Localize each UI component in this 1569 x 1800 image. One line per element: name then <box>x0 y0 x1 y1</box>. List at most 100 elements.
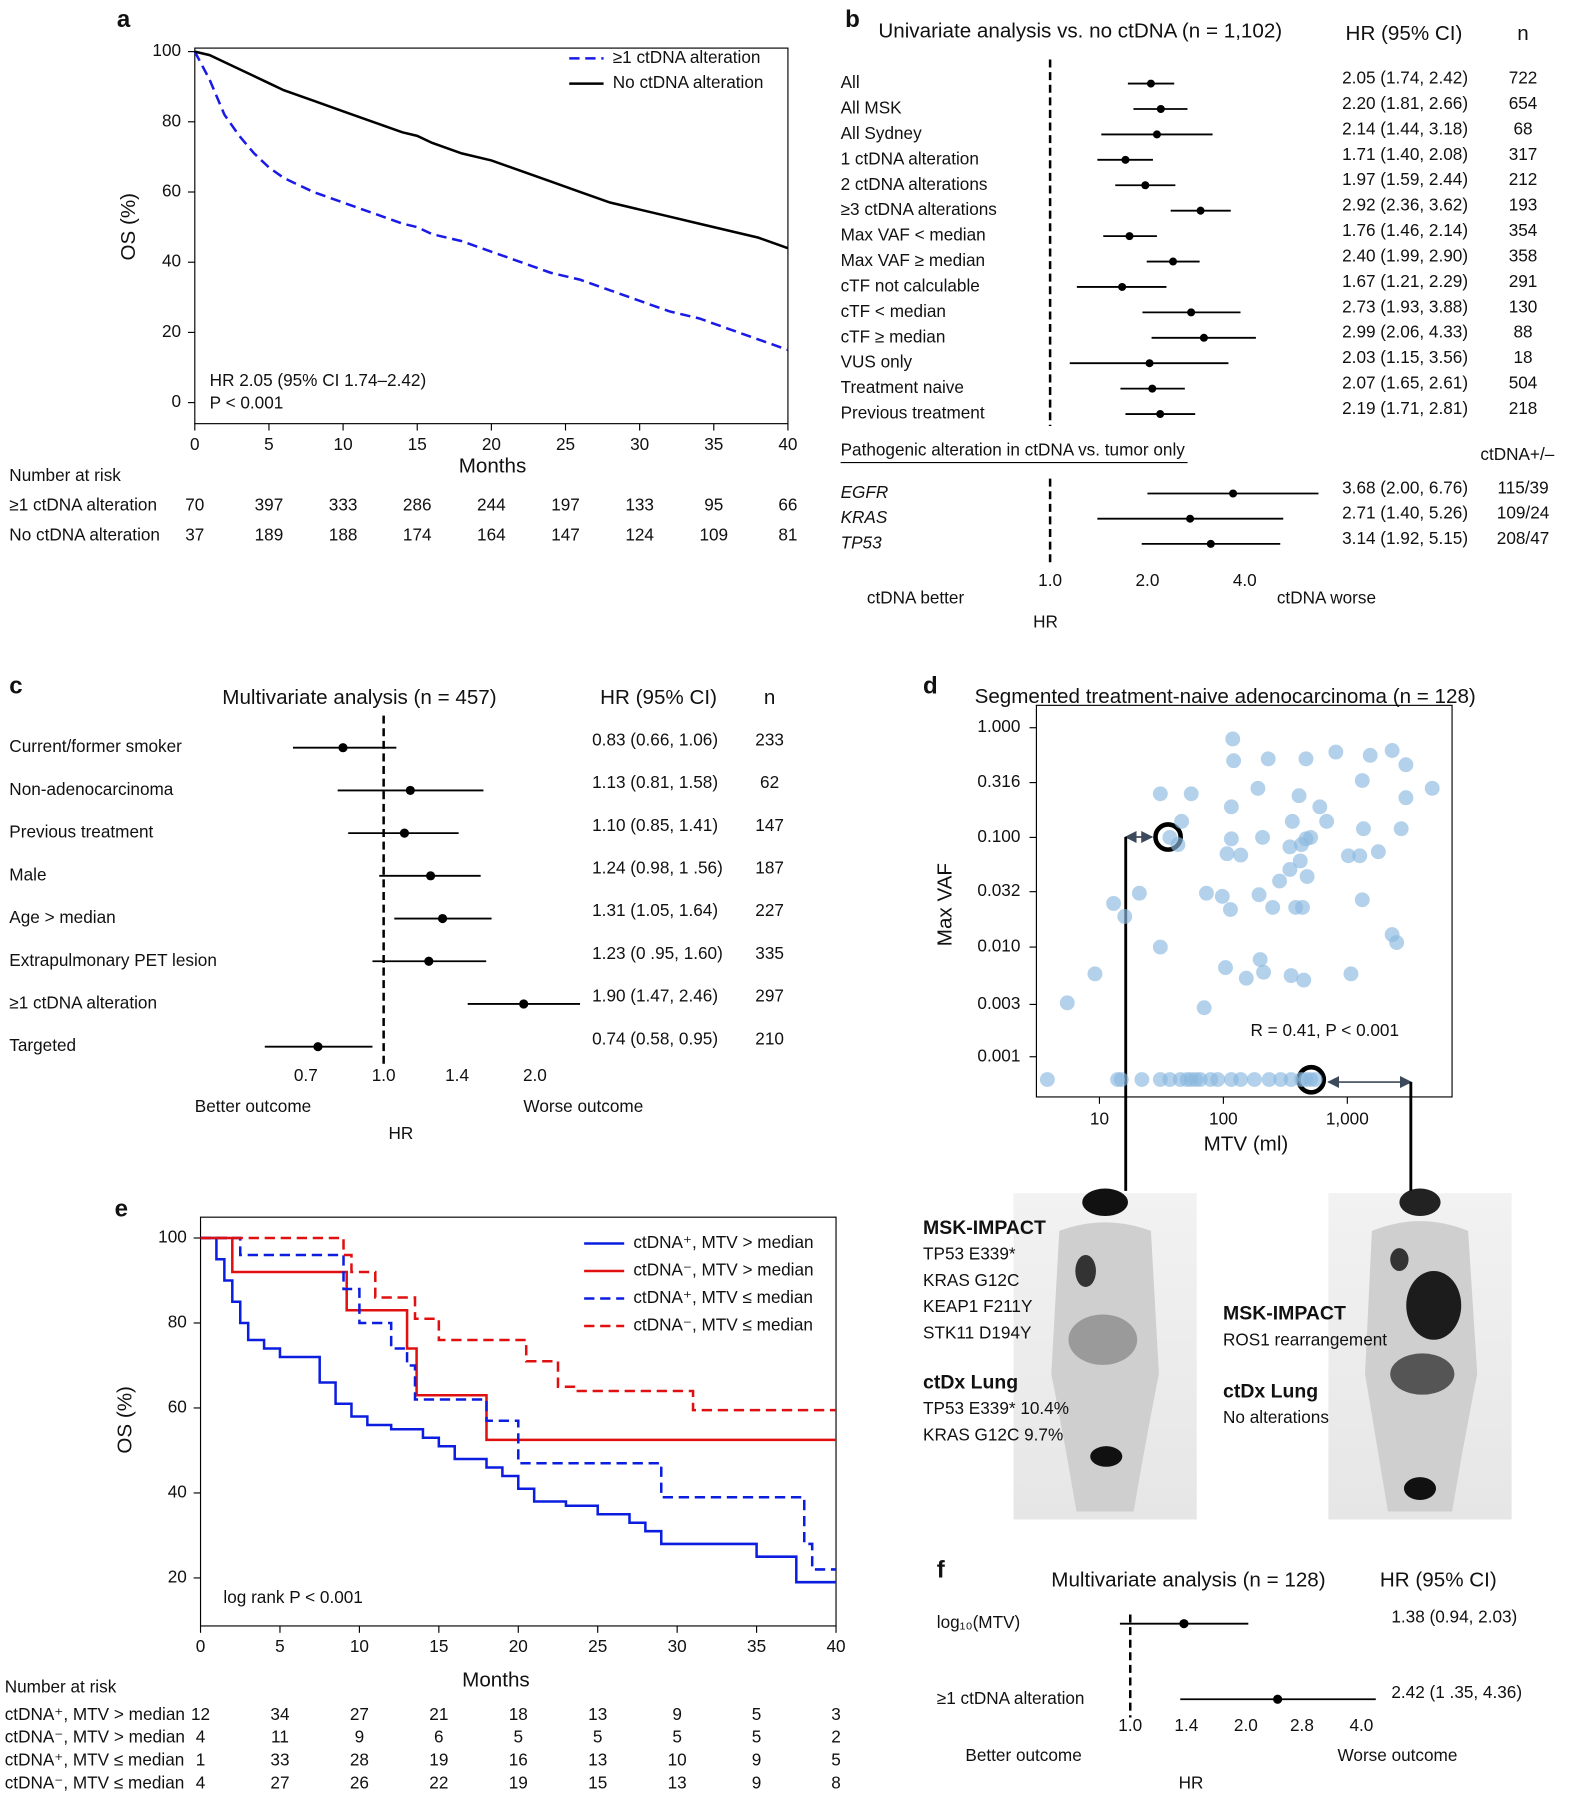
callout-line: KRAS G12C 9.7% <box>923 1424 1063 1444</box>
ci-header: HR (95% CI) <box>1380 1569 1497 1592</box>
better-label: Better outcome <box>195 1096 311 1116</box>
ci-label: 2.19 (1.71, 2.81) <box>1342 398 1468 418</box>
forest-title: Multivariate analysis (n = 128) <box>1051 1569 1325 1592</box>
ci-label: 2.03 (1.15, 3.56) <box>1342 347 1468 367</box>
point <box>1199 885 1214 901</box>
panel-label: a <box>117 6 131 33</box>
x-tick-label: 25 <box>556 434 575 454</box>
y-tick-label: 40 <box>162 251 181 271</box>
callout-line: KEAP1 F211Y <box>923 1296 1033 1316</box>
row-label: log₁₀(MTV) <box>937 1612 1020 1632</box>
worse-label: Worse outcome <box>1338 1745 1458 1765</box>
point <box>1273 1072 1289 1087</box>
y-tick-label: 20 <box>162 321 181 341</box>
row-label: ≥1 ctDNA alteration <box>9 993 157 1013</box>
point <box>1238 970 1254 986</box>
x-tick-label: 25 <box>588 1636 607 1656</box>
x-axis-label: HR <box>1179 1773 1204 1793</box>
point <box>1225 731 1241 747</box>
row-label: ≥3 ctDNA alterations <box>841 199 997 219</box>
ci-label: 0.74 (0.58, 0.95) <box>592 1028 718 1048</box>
callout-heading: MSK-IMPACT <box>1223 1303 1346 1325</box>
better-label: Better outcome <box>965 1745 1081 1765</box>
point <box>1328 744 1344 760</box>
ci-label: 2.92 (2.36, 3.62) <box>1342 195 1468 215</box>
risk-count: 333 <box>329 495 358 515</box>
point <box>1222 902 1238 917</box>
highlight-connectors <box>1124 822 1413 1191</box>
ci-label: 1.90 (1.47, 2.46) <box>592 986 718 1006</box>
risk-count: 27 <box>270 1773 289 1793</box>
point <box>1134 1072 1150 1087</box>
risk-title: Number at risk <box>5 1676 117 1696</box>
forest-title: Univariate analysis vs. no ctDNA (n = 1,… <box>878 19 1282 42</box>
point <box>1223 831 1239 847</box>
point <box>1352 848 1368 864</box>
x-tick-label: 35 <box>747 1636 766 1656</box>
point <box>1233 847 1249 863</box>
y-tick-label: 60 <box>162 181 181 201</box>
n-label: 335 <box>755 943 784 963</box>
risk-label: ctDNA⁻, MTV ≤ median <box>5 1773 185 1793</box>
n-label: 88 <box>1514 322 1533 342</box>
risk-count: 124 <box>625 524 654 544</box>
risk-count: 33 <box>270 1750 289 1770</box>
worse-label: Worse outcome <box>523 1096 643 1116</box>
point <box>1183 786 1199 802</box>
risk-count: 3 <box>831 1704 841 1724</box>
hr-point <box>1118 282 1127 291</box>
risk-count: 5 <box>752 1704 762 1724</box>
panel-label: e <box>115 1196 128 1223</box>
n-label: 212 <box>1509 169 1538 189</box>
risk-count: 16 <box>509 1750 528 1770</box>
x-tick-label: 20 <box>509 1636 528 1656</box>
ci-label: 1.97 (1.59, 2.44) <box>1342 169 1468 189</box>
worse-label: ctDNA worse <box>1277 587 1376 607</box>
point <box>1299 869 1315 884</box>
row-label: Max VAF < median <box>841 225 986 245</box>
n-header: ctDNA+/– <box>1480 444 1554 464</box>
row-label: All Sydney <box>841 123 922 143</box>
x-tick-label: 2.0 <box>1234 1715 1258 1735</box>
x-tick-label: 0 <box>196 1636 206 1656</box>
point <box>1196 1000 1212 1016</box>
x-tick-label: 5 <box>275 1636 285 1656</box>
point <box>1059 995 1075 1011</box>
risk-count: 5 <box>831 1750 841 1770</box>
ci-label: 1.76 (1.46, 2.14) <box>1342 220 1468 240</box>
point <box>1303 829 1319 845</box>
hr-point <box>1152 130 1161 139</box>
point <box>1284 813 1300 829</box>
y-tick-label: 80 <box>162 110 181 130</box>
x-axis-label: HR <box>1033 611 1058 631</box>
x-tick-label: 2.8 <box>1290 1715 1314 1735</box>
risk-count: 12 <box>191 1704 210 1724</box>
point <box>1256 964 1272 980</box>
panel-label: f <box>937 1556 946 1583</box>
risk-label: No ctDNA alteration <box>9 524 160 544</box>
ci-label: 2.14 (1.44, 3.18) <box>1342 118 1468 138</box>
ci-label: 1.67 (1.21, 2.29) <box>1342 271 1468 291</box>
callout-line: STK11 D194Y <box>923 1323 1032 1343</box>
risk-label: ≥1 ctDNA alteration <box>9 495 157 515</box>
hr-point <box>519 999 529 1009</box>
point <box>1113 1072 1129 1087</box>
x-tick-label: 10 <box>334 434 353 454</box>
panel-label: b <box>845 6 860 33</box>
ci-label: 3.14 (1.92, 5.15) <box>1342 528 1468 548</box>
risk-count: 109 <box>699 524 728 544</box>
y-axis-label: OS (%) <box>117 193 140 261</box>
point <box>1389 935 1405 950</box>
annotation: log rank P < 0.001 <box>223 1587 362 1607</box>
panel-label: d <box>923 672 938 699</box>
x-tick-label: 15 <box>408 434 427 454</box>
point <box>1106 895 1122 911</box>
n-label: 130 <box>1509 296 1538 316</box>
hr-point <box>426 871 436 881</box>
point <box>1282 839 1298 855</box>
point <box>1340 848 1356 864</box>
hr-point <box>424 956 434 966</box>
risk-count: 66 <box>778 495 797 515</box>
row-label: 1 ctDNA alteration <box>841 148 979 168</box>
